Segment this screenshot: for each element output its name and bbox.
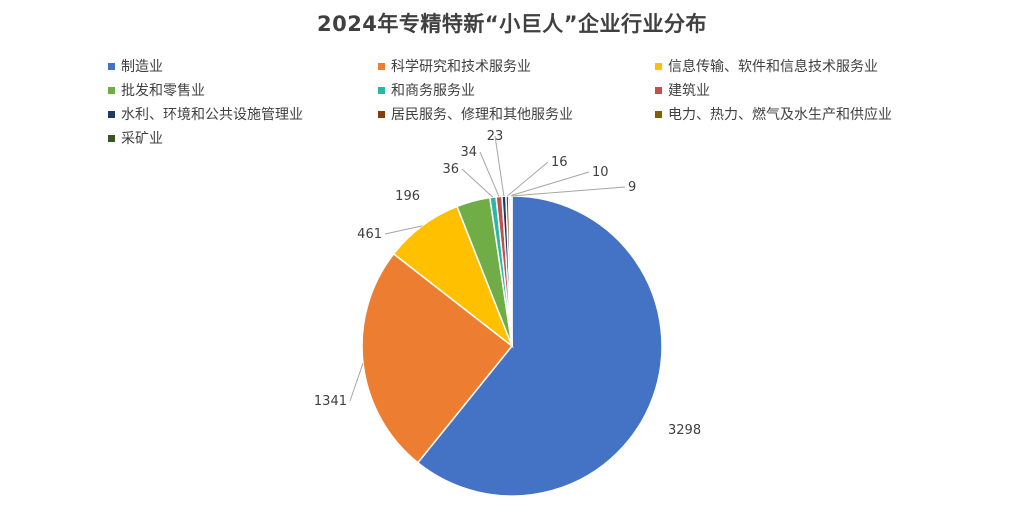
legend-item: 制造业 [108,56,163,76]
leader-line [511,186,626,197]
legend-label: 制造业 [121,59,163,75]
pie-slice [361,252,514,464]
legend-label: 居民服务、修理和其他服务业 [391,107,573,123]
pie-slice [456,196,513,347]
data-label: 23 [487,129,504,144]
pie-slice [509,195,513,347]
legend-item: 建筑业 [655,80,710,100]
data-label: 9 [628,180,636,195]
pie-slice [416,195,663,497]
data-label: 3298 [668,423,701,438]
leader-line [479,151,500,197]
leader-line [506,161,549,197]
legend-label: 和商务服务业 [391,83,475,99]
legend-item: 批发和零售业 [108,80,205,100]
legend-item: 科学研究和技术服务业 [378,56,531,76]
legend-item: 居民服务、修理和其他服务业 [378,104,573,124]
legend-swatch [108,134,115,142]
legend-swatch [655,110,662,118]
pie-slice [495,195,513,347]
data-label: 196 [395,189,420,204]
data-label: 461 [357,227,382,242]
legend-item: 信息传输、软件和信息技术服务业 [655,56,878,76]
data-label: 34 [460,145,477,160]
legend-label: 信息传输、软件和信息技术服务业 [668,59,878,75]
pie-slice [507,195,513,347]
pie-slice [501,195,513,347]
leader-line [349,363,364,402]
legend-swatch [655,86,662,94]
data-label: 16 [551,155,568,170]
leader-line [461,168,494,198]
legend-label: 科学研究和技术服务业 [391,59,531,75]
legend-label: 水利、环境和公共设施管理业 [121,107,303,123]
legend-swatch [108,86,115,94]
legend-swatch [655,62,662,70]
chart-title: 2024年专精特新“小巨人”企业行业分布 [316,12,708,36]
legend-item: 水利、环境和公共设施管理业 [108,104,303,124]
legend-label: 电力、热力、燃气及水生产和供应业 [668,107,892,123]
leader-line [384,225,423,235]
data-label: 1341 [314,394,347,409]
pie-slice [505,195,513,347]
legend-item: 电力、热力、燃气及水生产和供应业 [655,104,892,124]
legend-label: 建筑业 [668,83,710,99]
legend-swatch [378,110,385,118]
pie-slice [488,196,513,347]
legend-swatch [378,62,385,70]
leader-line [494,135,505,197]
leader-line [509,171,590,197]
pie-slice [392,205,514,349]
legend-swatch [378,86,385,94]
legend-item: 和商务服务业 [378,80,475,100]
legend-swatch [108,62,115,70]
legend-label: 批发和零售业 [121,83,205,99]
data-label: 10 [592,165,609,180]
legend-item: 采矿业 [108,128,163,148]
legend-label: 采矿业 [121,131,163,147]
legend-swatch [108,110,115,118]
data-label: 36 [442,162,459,177]
